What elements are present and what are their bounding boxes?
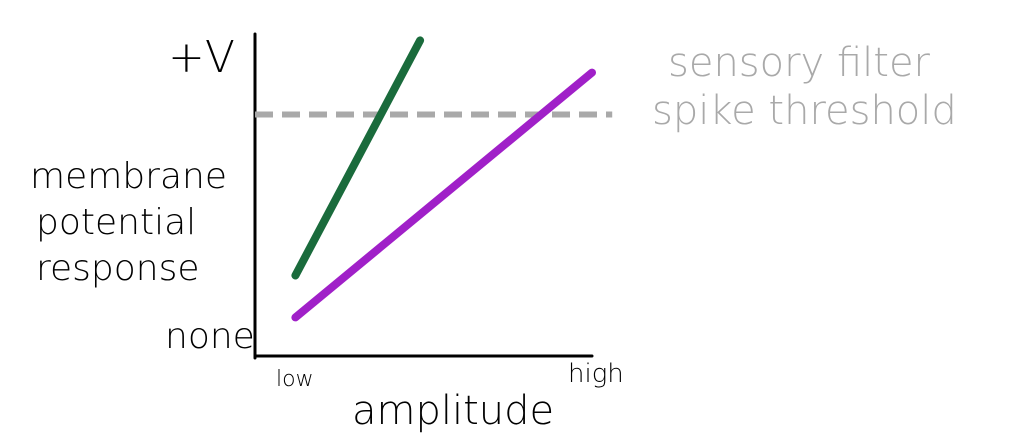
- threshold-label-line-2: spike threshold: [652, 88, 957, 134]
- series-line-1: [291, 36, 425, 280]
- x-axis-label: amplitude: [352, 388, 554, 434]
- y-tick-bottom: none: [165, 316, 255, 357]
- y-axis-label-line-2: potential: [36, 202, 196, 243]
- threshold-label-line-1: sensory filter: [668, 40, 931, 86]
- x-tick-low: low: [276, 367, 314, 392]
- y-tick-top: +V: [168, 32, 235, 83]
- series-line-2: [291, 68, 596, 322]
- y-axis-label-line-1: membrane: [30, 156, 227, 197]
- x-tick-high: high: [568, 359, 624, 389]
- y-axis-label-line-3: response: [36, 248, 200, 289]
- series-group: [291, 36, 596, 322]
